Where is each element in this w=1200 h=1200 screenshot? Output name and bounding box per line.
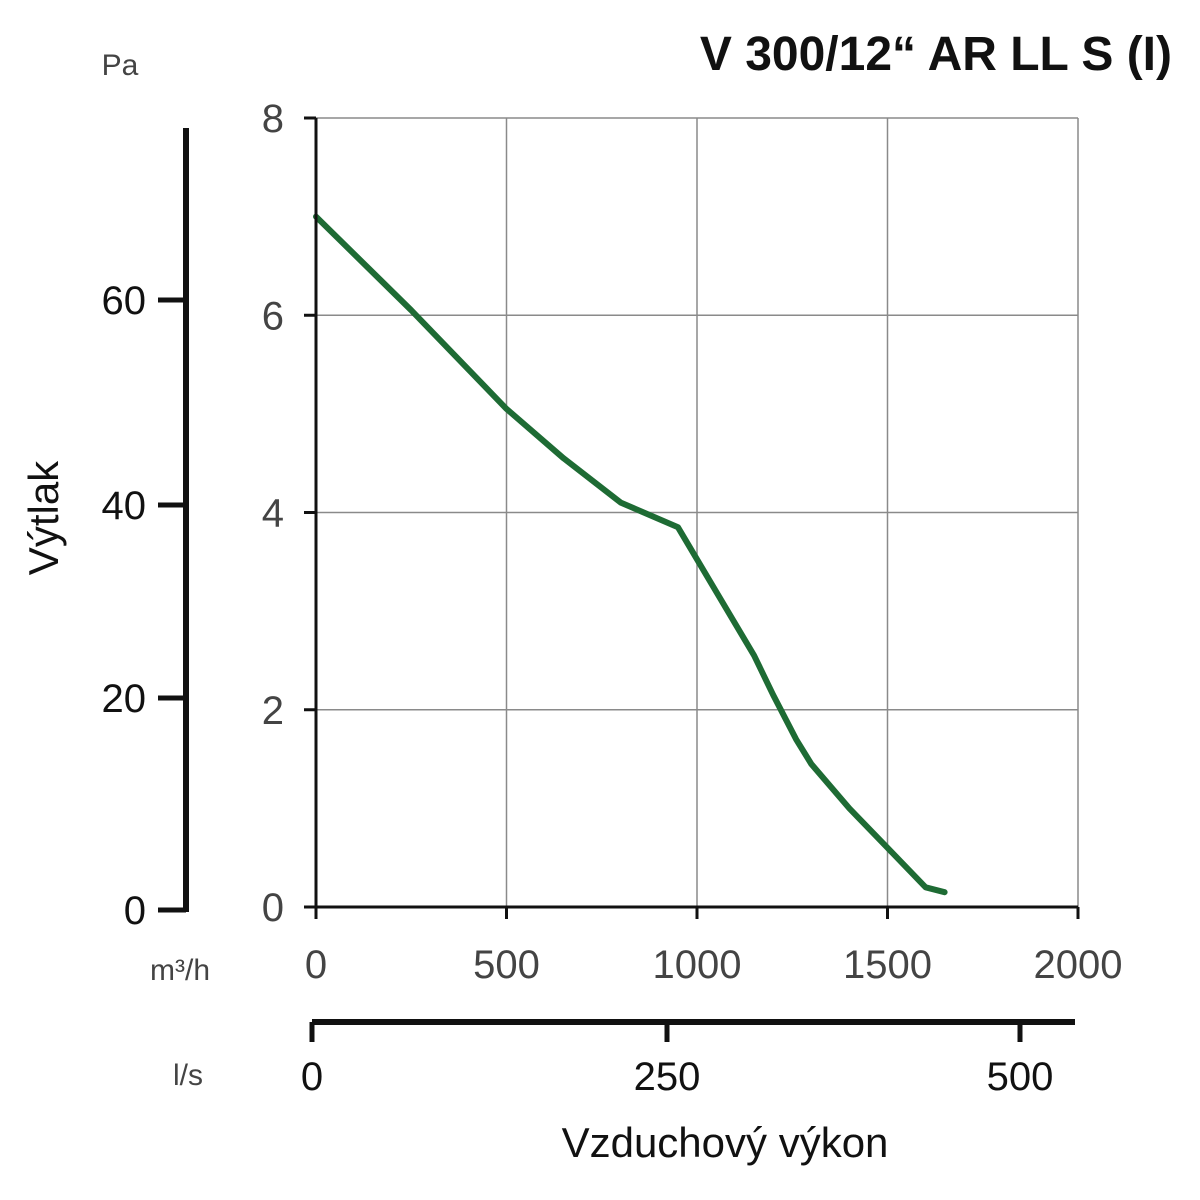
x2-unit-label: l/s xyxy=(173,1059,203,1092)
y-tick-label: 2 xyxy=(262,689,284,733)
performance-curve xyxy=(313,213,948,896)
y-axis-label: Výtlak xyxy=(20,460,67,575)
x-tick-label: 1000 xyxy=(653,943,742,987)
y-unit-label: Pa xyxy=(102,49,139,82)
y2-tick-label: 40 xyxy=(102,484,147,528)
chart-title: V 300/12“ AR LL S (I) xyxy=(700,28,1172,81)
y-tick-label: 8 xyxy=(262,97,284,141)
x2-tick-label: 250 xyxy=(634,1055,701,1099)
curve-layer xyxy=(313,213,948,896)
x-tick-label: 500 xyxy=(473,943,540,987)
y2-tick-label: 0 xyxy=(124,889,146,933)
grid xyxy=(316,117,1079,907)
y-tick-label: 6 xyxy=(262,294,284,338)
x2-tick-label: 0 xyxy=(301,1055,323,1099)
y2-tick-label: 20 xyxy=(102,677,147,721)
x2-tick-label: 500 xyxy=(987,1055,1054,1099)
y2-tick-label: 60 xyxy=(102,279,147,323)
axes xyxy=(158,116,1080,1042)
x-tick-label: 1500 xyxy=(843,943,932,987)
x-unit-label: m³/h xyxy=(150,954,210,987)
x-tick-label: 2000 xyxy=(1034,943,1123,987)
y-tick-label: 4 xyxy=(262,492,284,536)
x-tick-label: 0 xyxy=(305,943,327,987)
y-tick-label: 0 xyxy=(262,886,284,930)
x-axis-label: Vzduchový výkon xyxy=(562,1119,889,1166)
labels: 0 2 4 6 8 0 500 1000 1500 2000 0 20 40 60 0 250 500 xyxy=(102,97,1123,1099)
